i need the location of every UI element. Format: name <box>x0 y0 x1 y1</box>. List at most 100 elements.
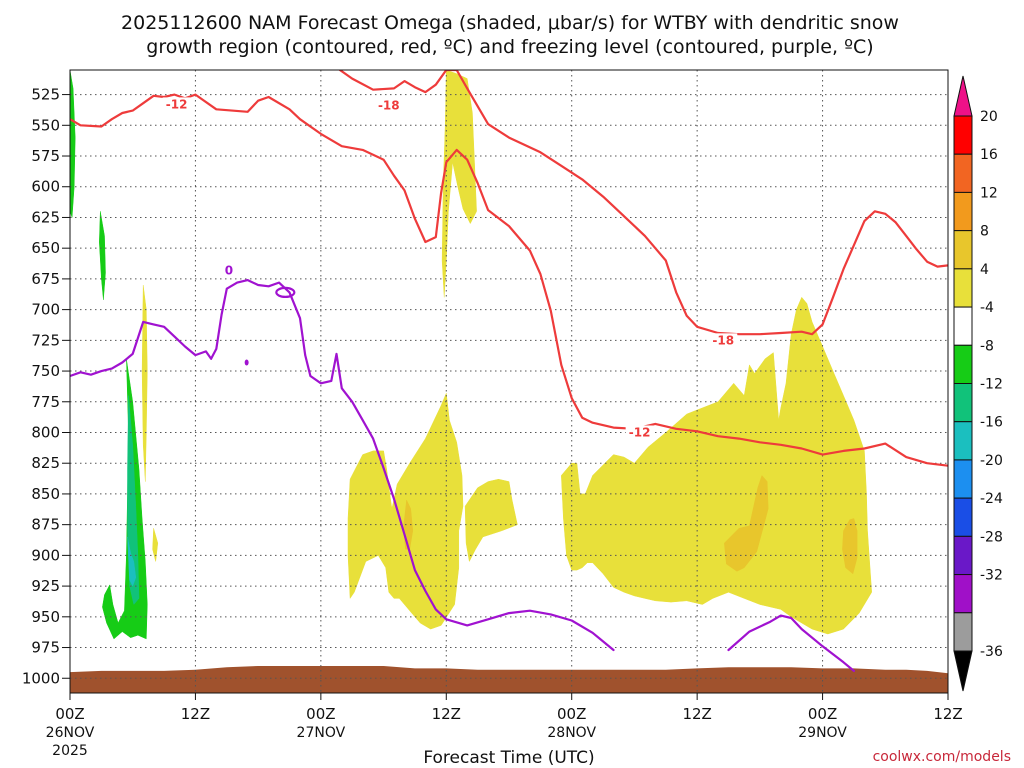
y-tick-label-800: 800 <box>31 423 60 441</box>
y-tick-label-700: 700 <box>31 301 60 319</box>
y-tick-label-675: 675 <box>31 270 60 288</box>
colorbar-swatch-14 <box>953 612 973 652</box>
colorbar-label-7: -8 <box>980 338 994 354</box>
freezing-level-contour <box>70 279 615 652</box>
contour-label-3: -18 <box>712 333 734 347</box>
x-tick-label-12: 12Z <box>181 705 210 723</box>
y-tick-label-1000: 1000 <box>22 669 60 687</box>
colorbar-swatch-4 <box>953 230 973 270</box>
x-tick-label-84: 12Z <box>933 705 962 723</box>
subsidence-8-area-2 <box>724 475 769 572</box>
contour-label-1: -12 <box>166 97 188 111</box>
colorbar-swatch-11 <box>953 497 973 537</box>
colorbar-swatch-5 <box>953 268 973 308</box>
subsidence-4-area-7 <box>561 296 872 635</box>
subsidence-4-area-1 <box>141 284 148 482</box>
x-axis-title: Forecast Time (UTC) <box>423 748 594 768</box>
y-tick-label-625: 625 <box>31 208 60 226</box>
subsidence-8-area-3 <box>842 518 858 575</box>
x-tick-label-60: 12Z <box>682 705 711 723</box>
chart-title-line-1: 2025112600 NAM Forecast Omega (shaded, μ… <box>121 12 899 34</box>
colorbar-label-4: 8 <box>980 224 989 240</box>
y-tick-label-575: 575 <box>31 147 60 165</box>
x-year-label-0: 2025 <box>52 743 88 759</box>
colorbar-swatch-9 <box>953 421 973 461</box>
y-tick-label-550: 550 <box>31 116 60 134</box>
contour-label-2: -18 <box>378 99 400 113</box>
colorbar-label-6: -4 <box>980 300 994 316</box>
subsidence-4-area-2 <box>152 528 159 562</box>
upward-motion-8-area-3 <box>102 358 148 640</box>
x-tick-label-24: 00Z <box>306 705 335 723</box>
contour-label-bg-2 <box>374 98 403 112</box>
terrain-layer <box>70 666 948 693</box>
omega-shading-layer <box>70 70 872 640</box>
colorbar-swatch-13 <box>953 574 973 614</box>
freezing-level-loop <box>275 286 296 299</box>
contour-label-bg-5 <box>222 263 235 277</box>
y-tick-label-850: 850 <box>31 485 60 503</box>
upward-motion-16-area-1 <box>127 536 137 587</box>
colorbar-label-8: -12 <box>980 377 1003 393</box>
colorbar-swatch-7 <box>953 344 973 384</box>
contour-label-bg-4 <box>625 425 654 439</box>
y-tick-label-525: 525 <box>31 86 60 104</box>
ground <box>70 666 948 693</box>
x-date-label-72: 29NOV <box>798 725 847 741</box>
colorbar-label-11: -24 <box>980 491 1003 507</box>
y-tick-label-975: 975 <box>31 639 60 657</box>
colorbar-label-13: -32 <box>980 568 1003 584</box>
upward-motion-8-area-2 <box>99 211 106 300</box>
x-date-label-24: 27NOV <box>297 725 346 741</box>
colorbar-label-3: 12 <box>980 185 998 201</box>
contour-label-layer: -12 -18 -18 -12 0 <box>162 97 738 439</box>
colorbar-swatch-3 <box>953 191 973 232</box>
y-tick-label-750: 750 <box>31 362 60 380</box>
colorbar-label-2: 16 <box>980 147 998 163</box>
colorbar-label-14: -36 <box>980 644 1003 660</box>
credit-link[interactable]: coolwx.com/models <box>873 749 1011 765</box>
x-tick-label-36: 12Z <box>432 705 461 723</box>
y-tick-label-900: 900 <box>31 546 60 564</box>
x-date-label-48: 28NOV <box>547 725 596 741</box>
contour-label-5: 0 <box>225 263 233 277</box>
colorbar-label-9: -16 <box>980 415 1003 431</box>
x-tick-label-72: 00Z <box>808 705 837 723</box>
dendritic-lower-contour <box>338 70 948 336</box>
colorbar-label-1: 20 <box>980 109 998 125</box>
colorbar-swatch-8 <box>953 383 973 423</box>
y-tick-label-825: 825 <box>31 454 60 472</box>
x-axis: 00Z 26NOV 2025 12Z 00Z 27NOV 12Z 00Z 28NOV 12Z 00Z… <box>46 693 963 759</box>
colorbar-label-12: -28 <box>980 529 1003 545</box>
y-tick-label-925: 925 <box>31 577 60 595</box>
freezing-level-dot <box>244 359 249 366</box>
colorbar-swatch-2 <box>953 153 973 193</box>
colorbar-label-10: -20 <box>980 453 1003 469</box>
y-tick-label-875: 875 <box>31 516 60 534</box>
contour-label-bg-1 <box>162 97 191 111</box>
y-axis: 525 550 575 600 625 650 675 700 725 750 775 800 825 8… <box>22 86 70 687</box>
contour-label-4: -12 <box>629 425 651 439</box>
y-tick-label-725: 725 <box>31 331 60 349</box>
colorbar-bottom-arrow <box>953 650 973 692</box>
freezing-level-late-contour <box>727 614 856 673</box>
colorbar-swatch-12 <box>953 535 973 576</box>
contour-label-bg-3 <box>709 333 738 347</box>
colorbar-swatch-1 <box>953 115 973 155</box>
subsidence-4-area-3 <box>441 70 477 298</box>
y-tick-label-950: 950 <box>31 608 60 626</box>
x-tick-label-0: 00Z <box>55 705 84 723</box>
colorbar-swatch-10 <box>953 459 973 499</box>
upward-motion-8-area-1 <box>70 70 76 218</box>
x-date-label-0: 26NOV <box>46 725 95 741</box>
subsidence-4-area-6 <box>464 478 518 563</box>
y-tick-label-600: 600 <box>31 178 60 196</box>
colorbar-top-arrow <box>953 75 973 117</box>
colorbar-label-5: 4 <box>980 262 989 278</box>
colorbar-swatch-6 <box>953 306 973 346</box>
x-tick-label-48: 00Z <box>557 705 586 723</box>
colorbar: 20 16 12 8 4 -4 -8 -12 -16 -20 -24 -28 -32 -36 <box>953 75 1003 692</box>
grid-layer <box>70 70 948 693</box>
y-tick-label-775: 775 <box>31 393 60 411</box>
